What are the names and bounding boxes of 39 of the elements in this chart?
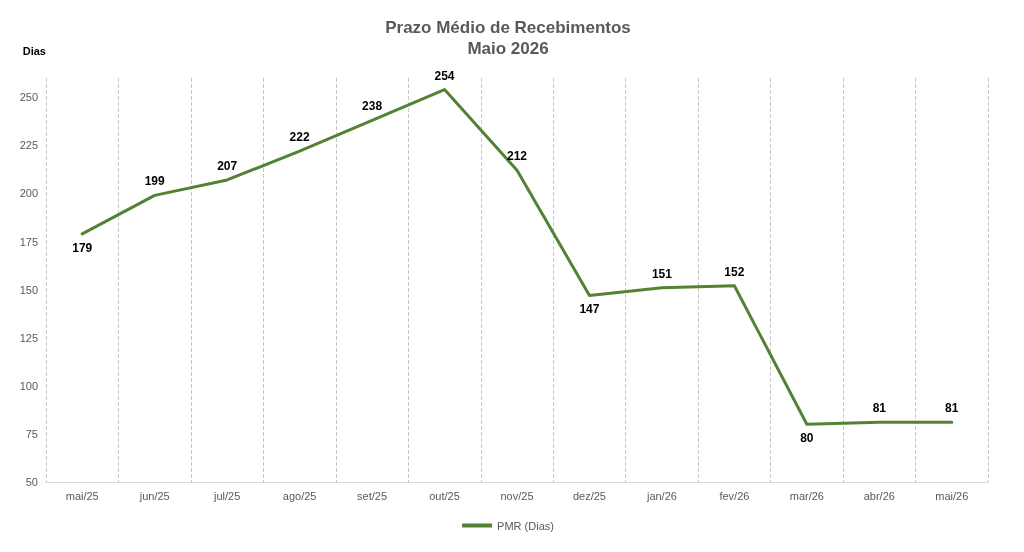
data-label: 212	[506, 149, 528, 164]
y-tick-label: 50	[25, 476, 38, 488]
y-tick-label: 100	[19, 379, 38, 392]
legend-label: PMR (Dias)	[497, 519, 554, 532]
x-tick-label: fev/26	[719, 489, 750, 502]
data-label: 147	[579, 302, 600, 317]
data-label: 238	[362, 99, 383, 114]
x-tick-label: mar/26	[789, 489, 824, 502]
data-label: 199	[144, 174, 166, 189]
data-label: 152	[724, 264, 745, 279]
y-axis-title: Dias	[22, 44, 46, 57]
y-tick-label: 175	[19, 235, 38, 248]
y-tick-label: 200	[19, 187, 38, 200]
y-tick-label: 75	[25, 427, 38, 440]
data-label: 179	[72, 240, 93, 255]
y-tick-label: 150	[19, 283, 38, 296]
x-tick-label: jul/25	[213, 489, 241, 502]
data-label: 81	[872, 401, 887, 416]
data-label: 81	[945, 401, 959, 416]
data-label: 207	[217, 158, 238, 173]
data-label: 254	[434, 68, 455, 83]
data-label: 222	[289, 130, 310, 145]
data-label: 80	[800, 431, 814, 446]
x-tick-label: mai/26	[935, 489, 969, 502]
x-tick-label: ago/25	[282, 489, 317, 502]
x-tick-label: jan/26	[645, 489, 677, 502]
x-tick-label: out/25	[429, 489, 460, 502]
chart-title: Prazo Médio de Recebimentos	[385, 18, 631, 37]
y-tick-label: 125	[19, 331, 38, 344]
chart-subtitle: Maio 2026	[467, 39, 549, 58]
x-tick-label: nov/25	[500, 489, 534, 502]
x-tick-label: set/25	[357, 489, 388, 502]
x-tick-label: abr/26	[863, 489, 895, 502]
x-tick-label: jun/25	[138, 489, 170, 502]
x-tick-label: mai/25	[65, 489, 99, 502]
data-label: 151	[651, 266, 673, 281]
y-tick-label: 225	[19, 139, 38, 152]
y-tick-label: 250	[19, 91, 38, 104]
x-tick-label: dez/25	[572, 489, 606, 502]
